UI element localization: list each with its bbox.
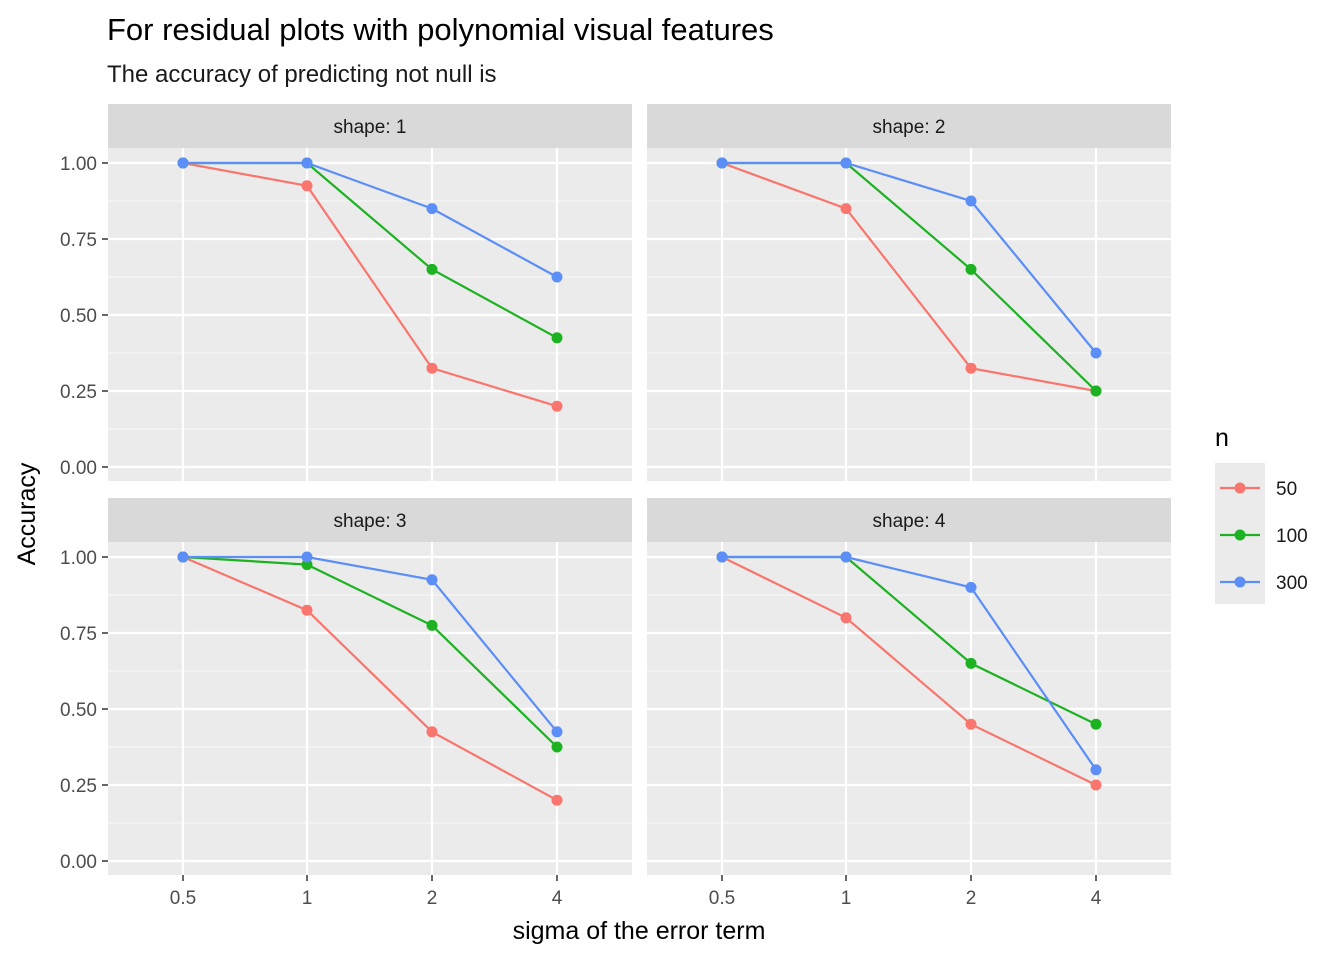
y-tick-label: 0.00 — [60, 852, 97, 873]
data-point-100 — [426, 263, 438, 275]
data-point-300 — [716, 551, 728, 563]
series-line-300 — [722, 555, 1097, 771]
data-point-300 — [716, 157, 728, 169]
data-point-100 — [551, 332, 563, 344]
data-point-300 — [1090, 347, 1102, 359]
chart-title: For residual plots with polynomial visua… — [107, 12, 774, 47]
series-line-300 — [183, 555, 558, 733]
y-tick-label: 0.00 — [60, 458, 97, 479]
facet-panel: shape: 4 0.5 1 2 4 — [647, 498, 1171, 909]
x-tick-label: 1 — [841, 888, 852, 909]
legend-label-100: 100 — [1276, 526, 1308, 547]
data-point-100 — [1090, 718, 1102, 730]
facet-strip-label: shape: 2 — [873, 117, 946, 138]
y-axis-title: Accuracy — [13, 462, 41, 565]
data-point-100 — [551, 741, 563, 753]
data-point-50 — [301, 604, 313, 616]
y-tick-label: 0.25 — [60, 382, 97, 403]
data-point-50 — [426, 726, 438, 738]
facet-strip — [108, 104, 632, 148]
series-line-300 — [183, 161, 558, 278]
series-line-50 — [182, 161, 558, 408]
y-tick-label: 0.75 — [60, 624, 97, 645]
x-tick-label: 4 — [1091, 888, 1102, 909]
data-point-50 — [426, 362, 438, 374]
series-line-300 — [722, 161, 1097, 354]
data-point-50 — [1090, 779, 1102, 791]
data-point-300 — [426, 203, 438, 215]
y-tick-label: 1.00 — [60, 548, 97, 569]
series-line-50 — [182, 555, 558, 802]
data-point-300 — [301, 551, 313, 563]
facet-strip — [647, 498, 1171, 542]
data-point-300 — [177, 551, 189, 563]
x-tick-label: 1 — [302, 888, 313, 909]
x-tick-label: 0.5 — [709, 888, 735, 909]
data-point-300 — [840, 551, 852, 563]
chart-subtitle: The accuracy of predicting not null is — [107, 61, 497, 88]
legend-key-point-100 — [1234, 529, 1246, 541]
data-point-300 — [965, 581, 977, 593]
legend-key-point-300 — [1234, 576, 1246, 588]
legend-label-300: 300 — [1276, 573, 1308, 594]
x-tick-label: 0.5 — [170, 888, 196, 909]
data-point-50 — [840, 203, 852, 215]
data-point-50 — [551, 400, 563, 412]
y-tick-label: 1.00 — [60, 154, 97, 175]
data-point-50 — [840, 612, 852, 624]
y-tick-label: 0.50 — [60, 306, 97, 327]
facet-strip — [647, 104, 1171, 148]
y-tick-label: 0.25 — [60, 776, 97, 797]
data-point-300 — [840, 157, 852, 169]
data-point-300 — [177, 157, 189, 169]
legend: n 50 100 300 — [1215, 424, 1308, 604]
legend-title: n — [1215, 424, 1229, 452]
data-point-300 — [551, 726, 563, 738]
data-point-300 — [551, 271, 563, 283]
data-point-300 — [1090, 764, 1102, 776]
data-point-100 — [965, 657, 977, 669]
x-axis-title: sigma of the error term — [513, 917, 766, 945]
series-line-50 — [721, 556, 1097, 786]
data-point-100 — [426, 619, 438, 631]
facet-strip-label: shape: 3 — [334, 511, 407, 532]
data-point-300 — [301, 157, 313, 169]
data-point-50 — [965, 718, 977, 730]
series-line-50 — [721, 161, 1097, 393]
legend-key-point-50 — [1234, 482, 1246, 494]
data-point-100 — [301, 559, 313, 571]
y-tick-label: 0.75 — [60, 230, 97, 251]
x-tick-label: 4 — [552, 888, 563, 909]
data-point-50 — [965, 362, 977, 374]
facet-panel: shape: 1 0.00 0.25 0.50 0.75 1.00 — [60, 104, 632, 481]
facet-panel: shape: 3 0.00 0.25 0.50 0.75 1.00 0.5 1 2 4 — [60, 498, 632, 909]
data-point-300 — [426, 574, 438, 586]
x-tick-label: 2 — [966, 888, 977, 909]
data-point-300 — [965, 195, 977, 207]
y-tick-label: 0.50 — [60, 700, 97, 721]
series-line-100 — [182, 555, 558, 748]
facet-strip-label: shape: 1 — [334, 117, 407, 138]
facet-panel: shape: 2 — [647, 104, 1171, 481]
x-tick-label: 2 — [427, 888, 438, 909]
data-point-100 — [965, 263, 977, 275]
data-point-100 — [1090, 385, 1102, 397]
data-point-50 — [551, 794, 563, 806]
facet-strip-label: shape: 4 — [873, 511, 946, 532]
data-point-50 — [301, 180, 313, 192]
facet-panels: shape: 1 0.00 0.25 0.50 0.75 1.00 shape: 2 shap… — [60, 104, 1171, 909]
facet-strip — [108, 498, 632, 542]
legend-label-50: 50 — [1276, 479, 1297, 500]
